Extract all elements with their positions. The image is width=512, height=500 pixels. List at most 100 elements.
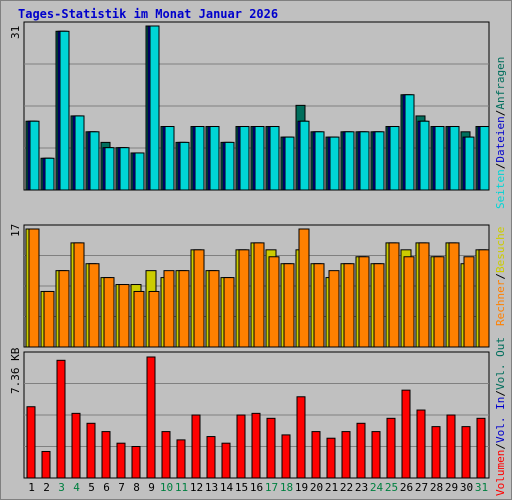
bar-rechner-day-29 bbox=[448, 242, 460, 348]
bar-rechner-day-5 bbox=[88, 263, 100, 348]
day-label: 2 bbox=[43, 481, 50, 494]
legend-besuche: Besuche bbox=[494, 226, 507, 274]
bar-rechner-day-17 bbox=[268, 256, 280, 348]
bar-volumen-day-27 bbox=[416, 409, 426, 479]
bar-rechner-day-21 bbox=[328, 270, 340, 348]
bar-seiten-day-1 bbox=[29, 120, 40, 191]
bar-rechner-day-16 bbox=[253, 242, 265, 348]
bar-volumen-day-25 bbox=[386, 417, 396, 479]
bar-rechner-day-2 bbox=[43, 290, 55, 348]
legend-sep: / bbox=[494, 443, 507, 450]
bar-rechner-day-14 bbox=[223, 277, 235, 348]
legend-sep: / bbox=[494, 273, 507, 280]
bar-volumen-day-17 bbox=[266, 417, 276, 479]
bar-seiten-day-16 bbox=[254, 126, 265, 191]
day-label: 19 bbox=[294, 481, 309, 494]
day-label: 14 bbox=[219, 481, 234, 494]
day-label: 4 bbox=[73, 481, 80, 494]
bar-seiten-day-12 bbox=[194, 126, 205, 191]
day-label: 7 bbox=[118, 481, 125, 494]
bar-rechner-day-15 bbox=[238, 249, 250, 348]
bar-rechner-day-18 bbox=[283, 263, 295, 348]
bar-seiten-day-26 bbox=[404, 94, 415, 191]
bar-rechner-day-20 bbox=[313, 263, 325, 348]
day-label: 3 bbox=[58, 481, 65, 494]
bar-volumen-day-31 bbox=[476, 417, 486, 479]
bar-volumen-day-26 bbox=[401, 389, 411, 479]
day-label: 26 bbox=[399, 481, 414, 494]
bar-seiten-day-10 bbox=[164, 126, 175, 191]
bar-volumen-day-13 bbox=[206, 436, 216, 479]
bar-seiten-day-17 bbox=[269, 126, 280, 191]
bar-seiten-day-23 bbox=[359, 131, 370, 191]
day-label: 16 bbox=[249, 481, 264, 494]
bar-volumen-day-16 bbox=[251, 412, 261, 479]
day-label: 18 bbox=[279, 481, 294, 494]
top-panel-max-label: 31 bbox=[9, 25, 22, 39]
bar-seiten-day-8 bbox=[134, 152, 145, 191]
day-label: 24 bbox=[369, 481, 384, 494]
day-label: 27 bbox=[414, 481, 429, 494]
bar-seiten-day-2 bbox=[44, 157, 55, 191]
day-label: 1 bbox=[28, 481, 35, 494]
bar-seiten-day-25 bbox=[389, 126, 400, 191]
bar-seiten-day-7 bbox=[119, 147, 130, 191]
day-label: 23 bbox=[354, 481, 369, 494]
bar-volumen-day-20 bbox=[311, 431, 321, 479]
bar-volumen-day-3 bbox=[56, 359, 66, 479]
bar-volumen-day-29 bbox=[446, 414, 456, 479]
bar-volumen-day-10 bbox=[161, 431, 171, 479]
day-label: 22 bbox=[339, 481, 354, 494]
day-label: 28 bbox=[429, 481, 444, 494]
day-label: 10 bbox=[159, 481, 174, 494]
bar-volumen-day-1 bbox=[26, 406, 36, 479]
day-label: 11 bbox=[174, 481, 189, 494]
bar-volumen-day-6 bbox=[101, 431, 111, 479]
day-label: 6 bbox=[103, 481, 110, 494]
bar-volumen-day-21 bbox=[326, 437, 336, 479]
bottom-panel-max-label: 7.36 KB bbox=[9, 347, 22, 394]
bar-rechner-day-1 bbox=[28, 228, 40, 348]
bar-rechner-day-22 bbox=[343, 263, 355, 348]
day-label: 29 bbox=[444, 481, 459, 494]
bar-volumen-day-28 bbox=[431, 426, 441, 479]
legend-sep: / bbox=[494, 109, 507, 117]
legend-vol-in: Vol. In bbox=[494, 396, 507, 444]
bar-rechner-day-4 bbox=[73, 242, 85, 348]
day-label: 15 bbox=[234, 481, 249, 494]
bar-volumen-day-23 bbox=[356, 422, 366, 479]
legend-requests-group: Seiten/Dateien/Anfragen bbox=[494, 57, 507, 209]
legend-seiten: Seiten bbox=[494, 169, 507, 209]
bar-volumen-day-30 bbox=[461, 426, 471, 479]
day-label: 17 bbox=[264, 481, 279, 494]
bar-volumen-day-11 bbox=[176, 439, 186, 479]
legend-vol-out: Vol. Out bbox=[494, 337, 507, 391]
bar-seiten-day-29 bbox=[449, 126, 460, 191]
legend-anfragen: Anfragen bbox=[494, 56, 507, 110]
day-label: 31 bbox=[474, 481, 489, 494]
bar-rechner-day-12 bbox=[193, 249, 205, 348]
legend-dateien: Dateien bbox=[494, 116, 507, 163]
day-label: 9 bbox=[148, 481, 155, 494]
day-label: 21 bbox=[324, 481, 339, 494]
bar-rechner-day-11 bbox=[178, 270, 190, 348]
bar-rechner-day-10 bbox=[163, 270, 175, 348]
day-label: 8 bbox=[133, 481, 140, 494]
bar-rechner-day-30 bbox=[463, 256, 475, 348]
bar-rechner-day-3 bbox=[58, 270, 70, 348]
bar-volumen-day-22 bbox=[341, 431, 351, 479]
bar-rechner-day-13 bbox=[208, 270, 220, 348]
legend-sep: / bbox=[494, 162, 507, 170]
bar-seiten-day-18 bbox=[284, 136, 295, 191]
bar-volumen-day-5 bbox=[86, 422, 96, 479]
bar-volumen-day-8 bbox=[131, 446, 141, 479]
bar-seiten-day-27 bbox=[419, 120, 430, 191]
bar-rechner-day-25 bbox=[388, 242, 400, 348]
bar-rechner-day-28 bbox=[433, 256, 445, 348]
bar-rechner-day-27 bbox=[418, 242, 430, 348]
bar-volumen-day-4 bbox=[71, 412, 81, 479]
bar-volumen-day-15 bbox=[236, 414, 246, 479]
bar-volumen-day-18 bbox=[281, 434, 291, 479]
bar-rechner-day-6 bbox=[103, 277, 115, 348]
bar-rechner-day-8 bbox=[133, 290, 145, 348]
